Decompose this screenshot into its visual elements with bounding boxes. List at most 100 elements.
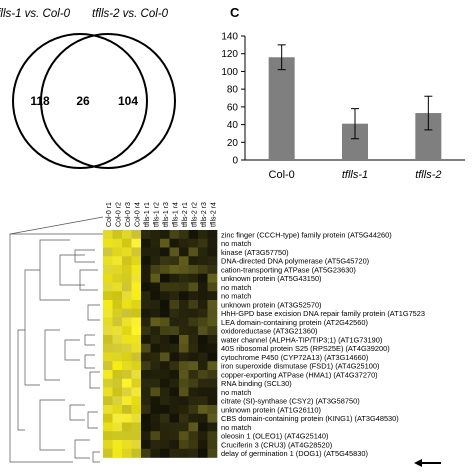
heatmap-cell bbox=[103, 230, 113, 240]
heatmap-cell bbox=[131, 370, 142, 380]
heatmap-cell bbox=[122, 370, 132, 380]
heatmap-cell bbox=[179, 230, 189, 240]
heatmap-cell bbox=[112, 413, 123, 423]
heatmap-cell bbox=[188, 431, 199, 441]
heatmap-cell bbox=[131, 308, 142, 318]
heatmap-cell bbox=[131, 448, 142, 458]
heatmap-cell bbox=[207, 256, 218, 266]
row-label: unknown protein (AT3G52570) bbox=[221, 300, 322, 309]
row-label: unknown protein (AT5G43150) bbox=[221, 274, 322, 283]
heatmap-cell bbox=[103, 317, 113, 327]
heatmap-cell bbox=[207, 335, 218, 345]
venn-count-right: 104 bbox=[118, 94, 138, 108]
heatmap-cell bbox=[112, 317, 123, 327]
heatmap-cell bbox=[103, 265, 113, 275]
row-label: zinc finger (CCCH-type) family protein (… bbox=[221, 230, 392, 239]
heatmap-cell bbox=[122, 282, 132, 292]
heatmap-cell bbox=[188, 370, 199, 380]
heatmap-cell bbox=[112, 238, 123, 248]
heatmap-cell bbox=[198, 370, 208, 380]
heatmap-cell bbox=[169, 448, 180, 458]
heatmap-cell bbox=[103, 431, 113, 441]
heatmap-cell bbox=[179, 440, 189, 450]
heatmap-cell bbox=[150, 300, 161, 310]
heatmap-cell bbox=[141, 343, 151, 353]
heatmap-cell bbox=[131, 282, 142, 292]
column-label: tflls-2 r2 bbox=[191, 202, 198, 227]
heatmap-cell bbox=[131, 431, 142, 441]
heatmap-cell bbox=[207, 387, 218, 397]
heatmap-cell bbox=[141, 300, 151, 310]
heatmap-cell bbox=[160, 273, 170, 283]
heatmap-cell bbox=[112, 448, 123, 458]
heatmap-cell bbox=[179, 387, 189, 397]
heatmap-cell bbox=[141, 440, 151, 450]
heatmap-cell bbox=[169, 422, 180, 432]
heatmap-cell bbox=[207, 291, 218, 301]
heatmap-cell bbox=[103, 448, 113, 458]
heatmap-cell bbox=[188, 378, 199, 388]
heatmap-cell bbox=[207, 396, 218, 406]
dendrogram bbox=[9, 216, 104, 463]
heatmap-cell bbox=[188, 343, 199, 353]
heatmap-cell bbox=[188, 308, 199, 318]
heatmap-cell bbox=[141, 431, 151, 441]
heatmap-cell bbox=[169, 326, 180, 336]
heatmap-cell bbox=[112, 265, 123, 275]
heatmap-cell bbox=[150, 238, 161, 248]
heatmap-cell bbox=[131, 326, 142, 336]
row-label: HhH-GPD base excision DNA repair family … bbox=[221, 309, 425, 318]
heatmap-cell bbox=[131, 440, 142, 450]
heatmap-cell bbox=[179, 308, 189, 318]
heatmap-cell bbox=[112, 422, 123, 432]
row-label: iron superoxide dismutase (FSD1) (AT4G25… bbox=[221, 362, 379, 371]
heatmap-cell bbox=[150, 308, 161, 318]
heatmap-cell bbox=[188, 230, 199, 240]
heatmap-cell bbox=[198, 308, 208, 318]
column-label: tflls-1 r2 bbox=[153, 202, 160, 227]
heatmap-cell bbox=[160, 448, 170, 458]
column-label: tflls-2 r4 bbox=[210, 202, 217, 227]
heatmap-cell bbox=[131, 291, 142, 301]
heatmap-cell bbox=[160, 317, 170, 327]
heatmap-cell bbox=[131, 361, 142, 371]
heatmap-cell bbox=[131, 422, 142, 432]
heatmap-cell bbox=[188, 326, 199, 336]
heatmap-cell bbox=[141, 230, 151, 240]
heatmap-cell bbox=[141, 396, 151, 406]
heatmap-cell bbox=[198, 326, 208, 336]
y-tick-label: 80 bbox=[227, 85, 239, 96]
heatmap-cell bbox=[122, 238, 132, 248]
heatmap-cell bbox=[112, 378, 123, 388]
heatmap-cell bbox=[198, 300, 208, 310]
heatmap-cell bbox=[169, 291, 180, 301]
heatmap-cell bbox=[160, 230, 170, 240]
heatmap-cell bbox=[198, 422, 208, 432]
heatmap-cell bbox=[112, 387, 123, 397]
heatmap-cell bbox=[103, 300, 113, 310]
heatmap-cell bbox=[131, 230, 142, 240]
column-label: tflls-1 r3 bbox=[163, 202, 170, 227]
heatmap-cell bbox=[169, 370, 180, 380]
heatmap-cell bbox=[160, 378, 170, 388]
heatmap-cell bbox=[103, 343, 113, 353]
heatmap-cell bbox=[207, 308, 218, 318]
heatmap-cell bbox=[188, 247, 199, 257]
heatmap-cell bbox=[122, 405, 132, 415]
heatmap-cell bbox=[131, 413, 142, 423]
row-label: no match bbox=[221, 388, 251, 397]
heatmap-cell bbox=[141, 326, 151, 336]
heatmap-cell bbox=[198, 335, 208, 345]
row-label: citrate (SI)-synthase (CSY2) (AT3G58750) bbox=[221, 397, 360, 406]
heatmap-cell bbox=[198, 387, 208, 397]
heatmap-cell bbox=[169, 378, 180, 388]
heatmap-cell bbox=[112, 370, 123, 380]
heatmap-cell bbox=[112, 352, 123, 362]
heatmap-cell bbox=[188, 265, 199, 275]
arrow-left-icon bbox=[414, 459, 441, 467]
heatmap-cell bbox=[141, 405, 151, 415]
heatmap-cell bbox=[122, 291, 132, 301]
heatmap-cell bbox=[103, 370, 113, 380]
row-label: Cruciferin 3 (CRU3) (AT4G28520) bbox=[221, 440, 332, 449]
heatmap-cell bbox=[207, 343, 218, 353]
